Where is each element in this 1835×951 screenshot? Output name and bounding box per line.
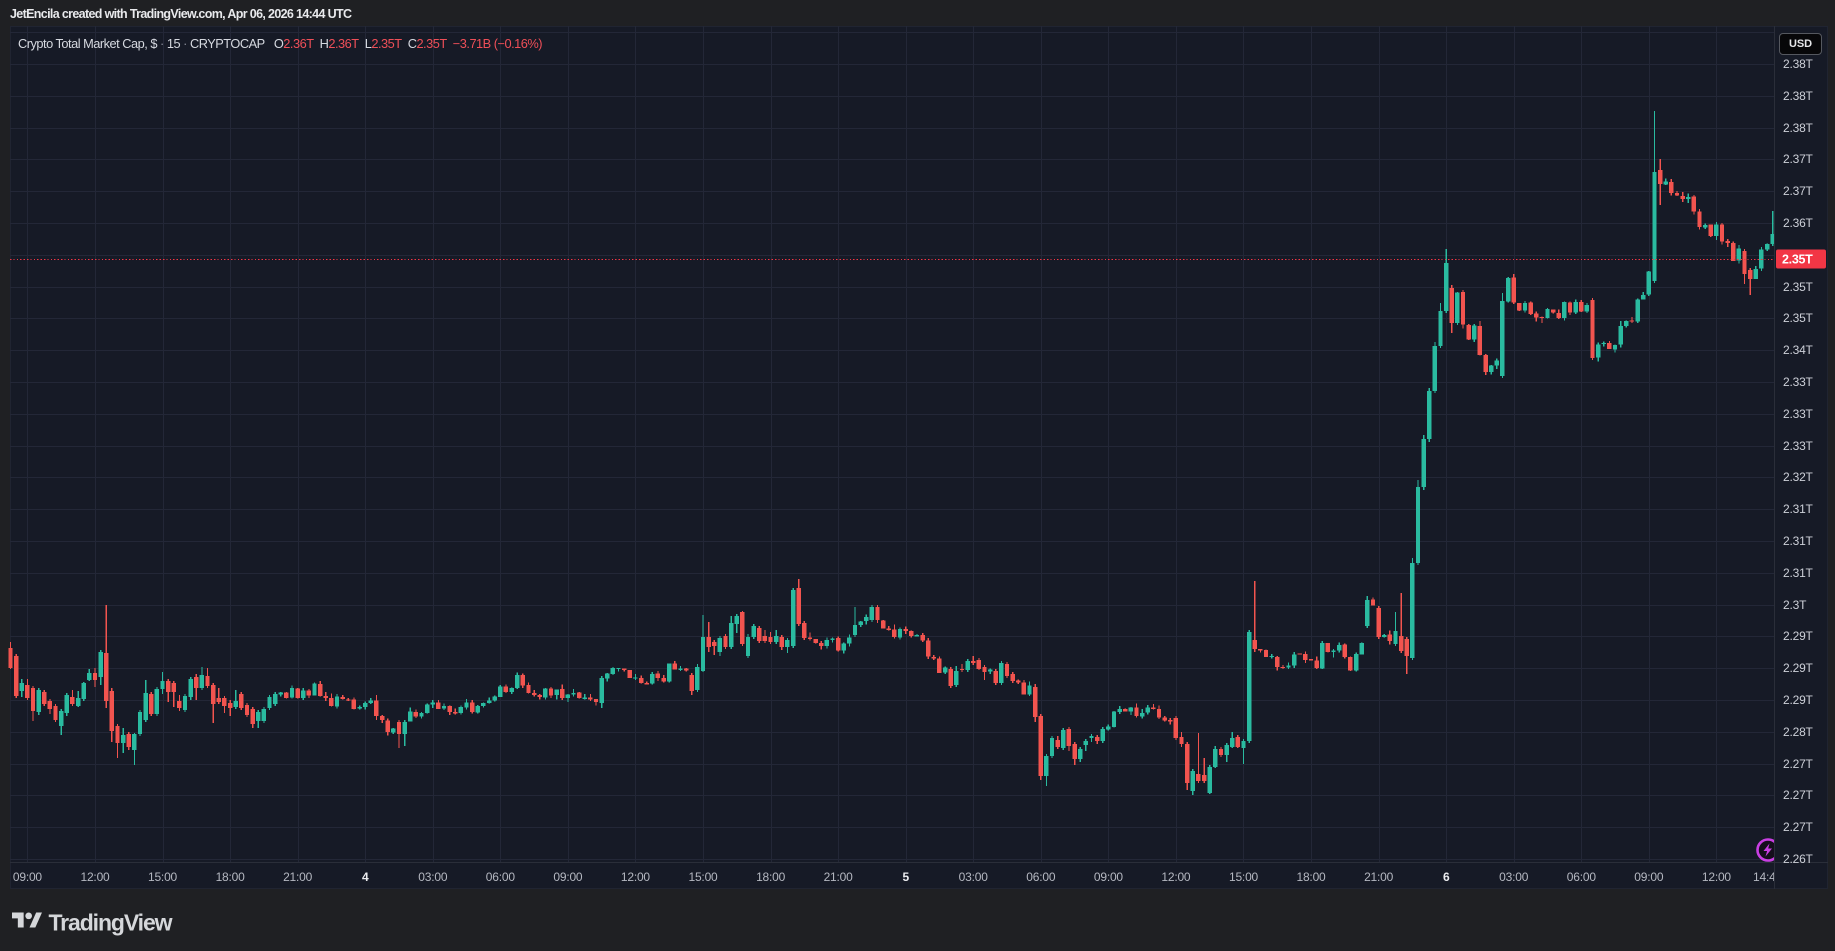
svg-text:TradingView: TradingView	[49, 909, 173, 935]
